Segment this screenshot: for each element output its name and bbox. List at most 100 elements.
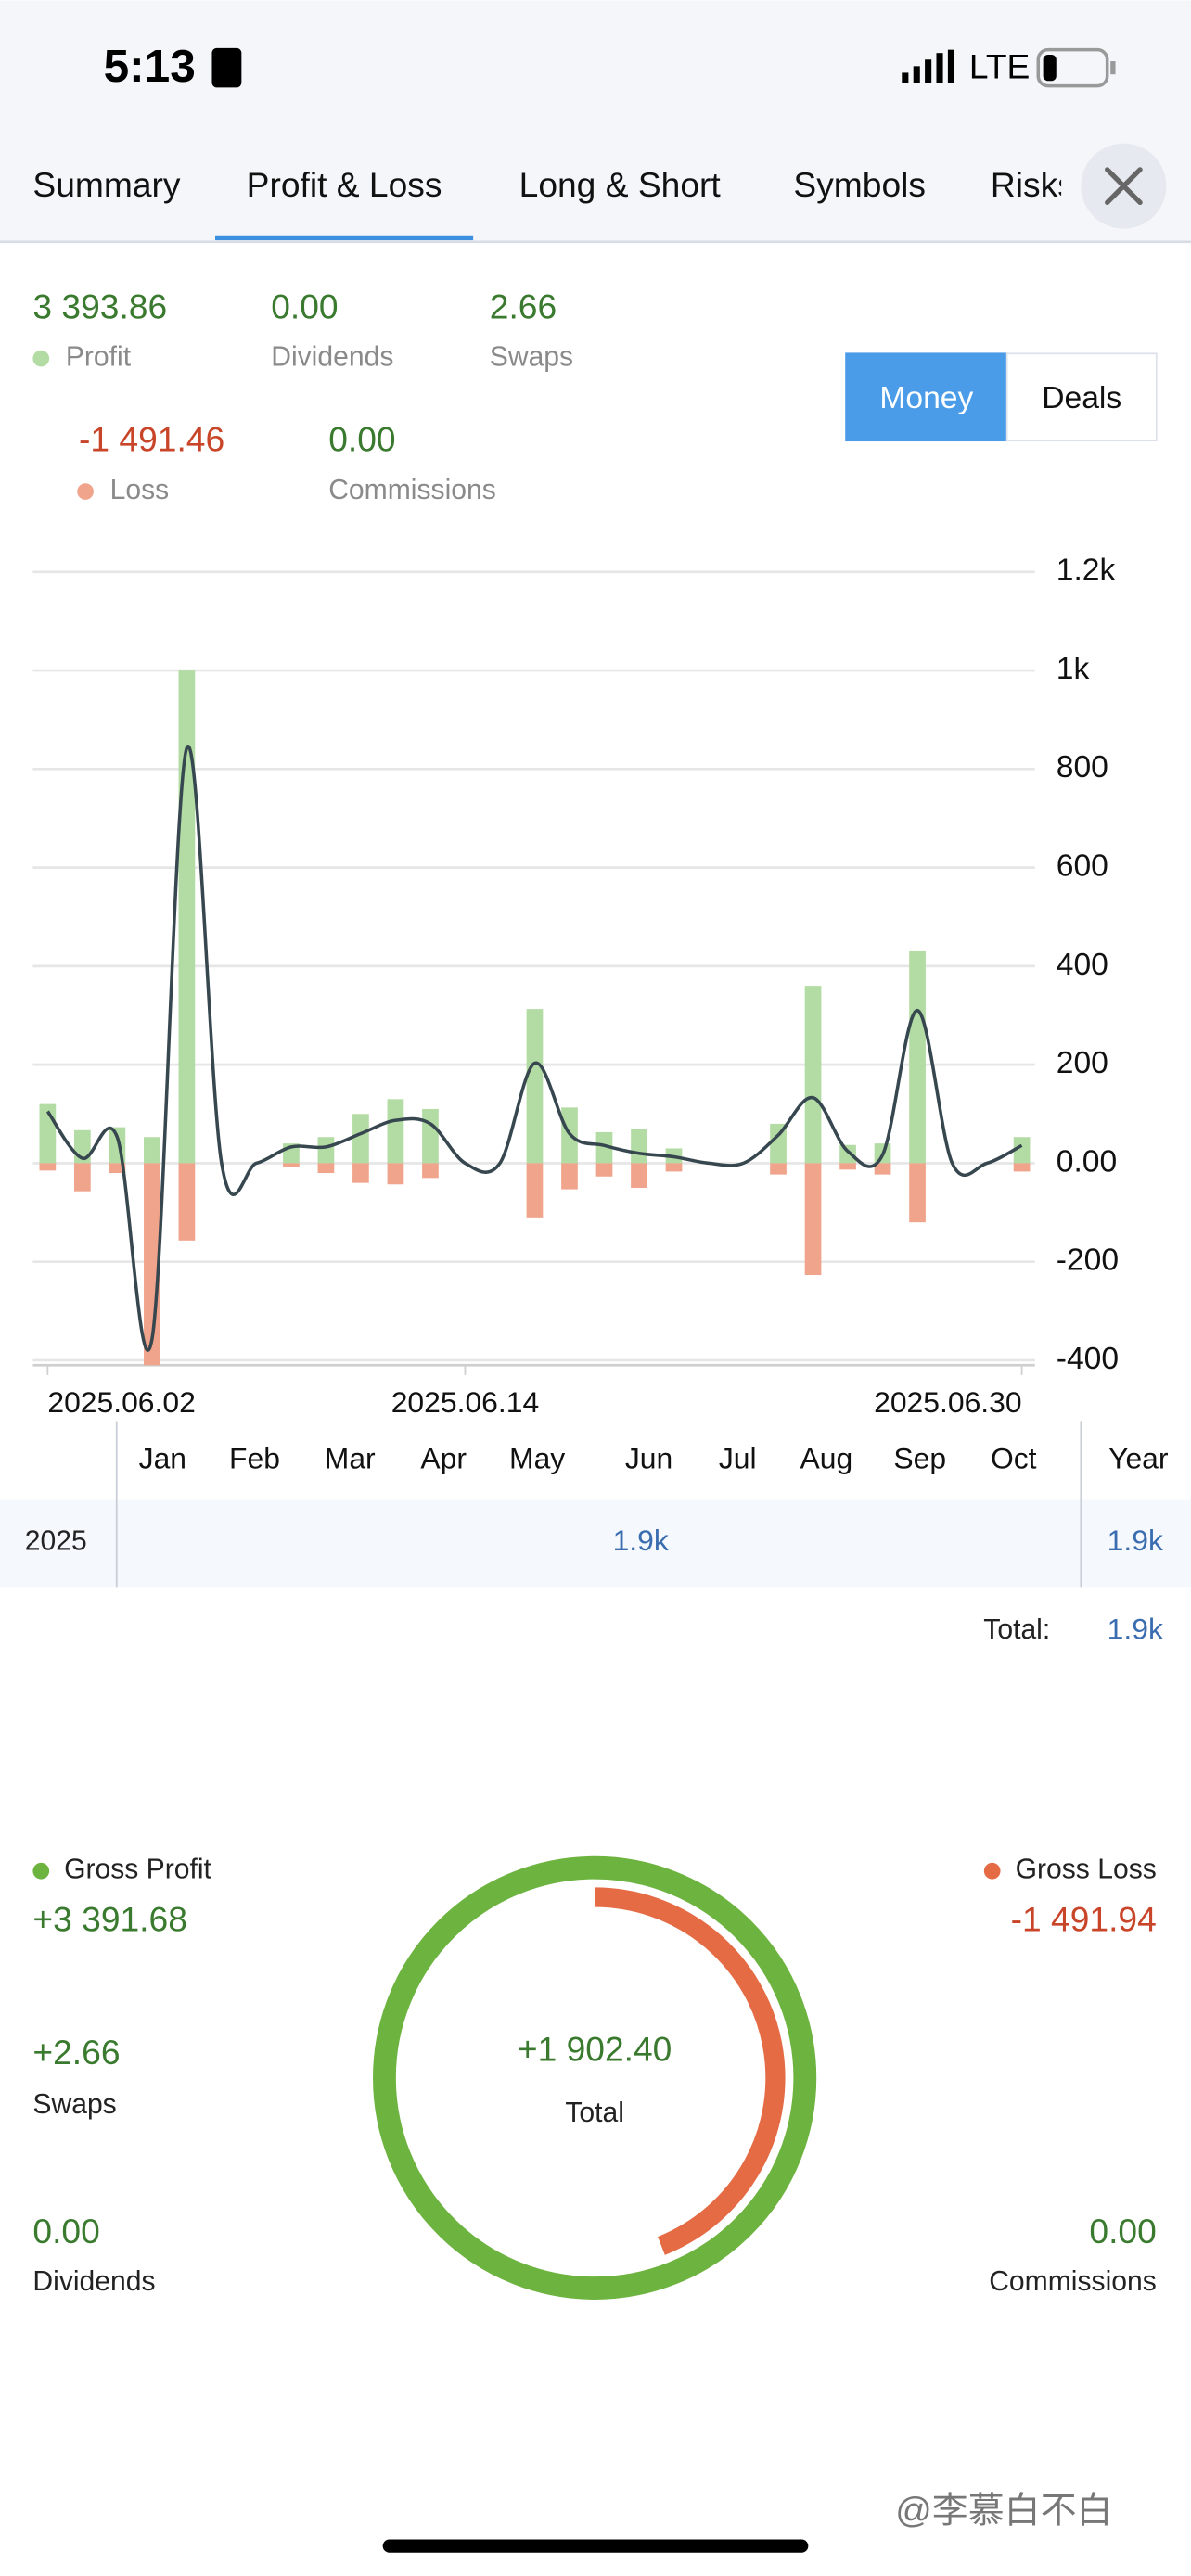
commissions-label: Commissions [328, 475, 496, 505]
table-year-total: 1.9k [1108, 1524, 1163, 1557]
bar [178, 1163, 196, 1241]
bar [561, 1163, 578, 1190]
battery-icon [1036, 47, 1109, 88]
swaps-label: Swaps [490, 342, 573, 373]
signal-icon [902, 49, 954, 83]
table-row-background [0, 1499, 1191, 1588]
profit-value: 3 393.86 [32, 287, 167, 325]
swaps-value: 2.66 [490, 287, 557, 325]
bar [804, 1163, 822, 1276]
bar [352, 1163, 369, 1183]
legend-dot [32, 1862, 50, 1880]
bar [909, 950, 926, 1164]
toggle-label: Money [879, 381, 973, 415]
month-header: Jul [719, 1441, 757, 1474]
tab[interactable]: Risks [991, 165, 1075, 204]
legend-dot [983, 1862, 1001, 1880]
tab[interactable]: Long & Short [519, 165, 722, 204]
bar [631, 1163, 647, 1188]
bar [74, 1163, 91, 1192]
loss-value: -1 491.46 [79, 420, 224, 459]
month-header: Mar [325, 1441, 376, 1474]
total-value: +1 902.40 [518, 2029, 672, 2068]
y-tick-label: 200 [1057, 1046, 1108, 1080]
status-icon [211, 47, 242, 88]
commissions-label: Commissions [989, 2266, 1157, 2297]
toggle-label: Deals [1042, 381, 1121, 415]
bar [839, 1144, 856, 1164]
month-header: Oct [991, 1441, 1037, 1474]
month-header: Apr [420, 1441, 467, 1474]
bar [596, 1163, 613, 1177]
donut [373, 1855, 817, 2300]
net-line [45, 745, 1023, 1352]
legend-dot [77, 483, 94, 500]
y-tick-label: -400 [1057, 1342, 1119, 1376]
month-header: May [509, 1441, 565, 1474]
watermark: @李慕白不白 [895, 2491, 1112, 2531]
month-header: Feb [229, 1441, 280, 1474]
bar [352, 1114, 369, 1164]
table-year: 2025 [25, 1525, 87, 1556]
gross-loss-value: -1 491.94 [1011, 1899, 1157, 1938]
bar [422, 1108, 439, 1164]
y-tick-label: 0.00 [1057, 1144, 1117, 1179]
bar [387, 1099, 404, 1164]
tab-underline [215, 235, 474, 241]
battery-tip [1110, 61, 1116, 75]
loss-label: Loss [110, 475, 170, 505]
bar [770, 1163, 787, 1175]
toggle-option[interactable] [845, 352, 1008, 442]
commissions-value: 0.00 [328, 420, 395, 459]
status-time: 5:13 [104, 40, 196, 92]
battery-level [1043, 54, 1057, 82]
year-header: Year [1108, 1441, 1169, 1474]
profit-ring [373, 1855, 817, 2300]
bar [909, 1163, 926, 1223]
bar [839, 1163, 856, 1170]
bar [109, 1163, 126, 1174]
tab[interactable]: Symbols [793, 165, 926, 204]
total-value: 1.9k [1108, 1613, 1163, 1646]
tab-bar: Summary Profit & Loss Long & Short Symbols R… [32, 165, 1075, 241]
bar [874, 1163, 891, 1175]
bar [422, 1163, 439, 1179]
y-tick-label: 400 [1057, 948, 1108, 982]
bar [1013, 1163, 1031, 1172]
y-tick-label: 1k [1057, 652, 1090, 686]
bar [317, 1163, 335, 1174]
header-background [0, 0, 1191, 242]
table-value[interactable]: 1.9k [613, 1524, 669, 1557]
tab[interactable]: Profit & Loss [247, 165, 442, 204]
y-tick-label: 600 [1057, 849, 1108, 884]
gross-profit-label: Gross Profit [64, 1855, 211, 1885]
bar [631, 1129, 647, 1164]
bar [770, 1123, 787, 1164]
home-indicator [382, 2539, 809, 2553]
legend-dot [32, 350, 50, 367]
y-tick-label: 1.2k [1057, 554, 1116, 588]
month-header: Aug [800, 1441, 852, 1474]
swaps-label: Swaps [32, 2089, 116, 2120]
x-tick-label: 2025.06.30 [874, 1385, 1021, 1419]
bar [39, 1163, 57, 1171]
bar [804, 986, 822, 1164]
gross-loss-label: Gross Loss [1016, 1855, 1157, 1885]
commissions-value: 0.00 [1089, 2212, 1156, 2251]
bar [526, 1009, 544, 1164]
chart: 1.2k 1k 800 600 400 200 0.00 -200 -400 2025.06.02… [32, 554, 1119, 1419]
bar [387, 1163, 404, 1185]
tab[interactable]: Summary [32, 165, 181, 204]
toggle: Money Deals [845, 352, 1158, 442]
y-tick-label: 800 [1057, 750, 1108, 784]
gross-profit-value: +3 391.68 [32, 1899, 186, 1938]
toggle-option[interactable] [1005, 352, 1158, 442]
dividends-value: 0.00 [32, 2212, 99, 2251]
close-icon [1105, 167, 1143, 206]
monthly-table: Jan Feb Mar Apr May Jun Jul Aug Sep Oct Year [139, 1441, 1169, 1474]
swaps-value: +2.66 [32, 2033, 120, 2072]
month-header: Jan [139, 1441, 186, 1474]
dividends-value: 0.00 [271, 287, 338, 325]
